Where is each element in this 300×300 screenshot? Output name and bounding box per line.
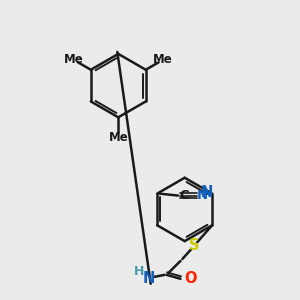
Text: Me: Me [108, 130, 128, 144]
Text: Me: Me [153, 53, 173, 66]
Text: Me: Me [64, 53, 84, 66]
Text: C: C [179, 189, 189, 202]
Text: H: H [134, 266, 144, 278]
Text: S: S [189, 238, 200, 253]
Text: N: N [142, 271, 155, 286]
Text: N: N [197, 189, 208, 202]
Text: O: O [184, 271, 196, 286]
Text: N: N [201, 185, 213, 200]
